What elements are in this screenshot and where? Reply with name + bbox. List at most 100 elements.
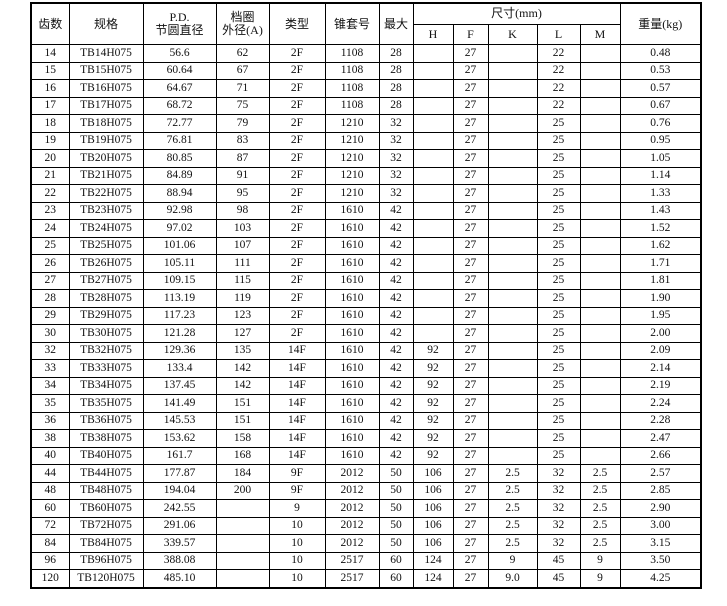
cell-h: 124: [412, 551, 454, 570]
cell-pitch-diameter: 153.62: [142, 429, 217, 448]
cell-k: 2.5: [487, 481, 538, 500]
cell-weight: 2.28: [619, 411, 702, 430]
cell-teeth: 40: [30, 446, 70, 465]
cell-max-bore: 60: [378, 551, 414, 570]
cell-weight: 1.43: [619, 201, 702, 220]
cell-f: 27: [452, 289, 489, 308]
cell-type: 9: [268, 499, 326, 518]
cell-spec: TB23H075: [68, 201, 144, 220]
header-dimensions: 尺寸(mm): [412, 2, 621, 25]
cell-pitch-diameter: 291.06: [142, 516, 217, 535]
cell-l: 25: [536, 359, 581, 378]
cell-k: [487, 131, 538, 150]
cell-h: [412, 306, 454, 325]
cell-max-bore: 32: [378, 166, 414, 185]
cell-l: 45: [536, 569, 581, 588]
cell-teeth: 60: [30, 499, 70, 518]
cell-k: [487, 149, 538, 168]
header-k: K: [487, 23, 538, 45]
cell-max-bore: 42: [378, 201, 414, 220]
cell-pitch-diameter: 60.64: [142, 61, 217, 80]
cell-rim-diameter: 151: [215, 394, 270, 413]
cell-h: [412, 271, 454, 290]
cell-f: 27: [452, 551, 489, 570]
cell-spec: TB21H075: [68, 166, 144, 185]
cell-teeth: 44: [30, 464, 70, 483]
cell-k: [487, 376, 538, 395]
cell-pitch-diameter: 101.06: [142, 236, 217, 255]
cell-bush: 1610: [324, 359, 380, 378]
table-row: 17 TB17H075 68.72 75 2F 1108 28 27 22 0.67: [30, 96, 702, 115]
cell-rim-diameter: 168: [215, 446, 270, 465]
cell-rim-diameter: 142: [215, 359, 270, 378]
table-row: 48 TB48H075 194.04 200 9F 2012 50 106 27 2.5 32 2.5…: [30, 481, 702, 500]
cell-h: [412, 289, 454, 308]
cell-bush: 1610: [324, 306, 380, 325]
cell-weight: 2.19: [619, 376, 702, 395]
cell-spec: TB25H075: [68, 236, 144, 255]
cell-h: [412, 166, 454, 185]
cell-max-bore: 42: [378, 306, 414, 325]
cell-teeth: 33: [30, 359, 70, 378]
cell-k: [487, 184, 538, 203]
cell-m: [579, 96, 621, 115]
table-row: 34 TB34H075 137.45 142 14F 1610 42 92 27 25 2.19: [30, 376, 702, 395]
cell-bush: 1210: [324, 184, 380, 203]
cell-bush: 1610: [324, 289, 380, 308]
cell-h: 92: [412, 394, 454, 413]
cell-weight: 2.14: [619, 359, 702, 378]
cell-bush: 1610: [324, 236, 380, 255]
cell-weight: 1.71: [619, 254, 702, 273]
cell-h: [412, 131, 454, 150]
cell-h: 106: [412, 464, 454, 483]
cell-bush: 1610: [324, 446, 380, 465]
cell-bush: 2012: [324, 499, 380, 518]
cell-bush: 1108: [324, 79, 380, 98]
table-row: 84 TB84H075 339.57 10 2012 50 106 27 2.5 32 2.5 3.1…: [30, 534, 702, 553]
cell-k: [487, 306, 538, 325]
cell-l: 25: [536, 446, 581, 465]
cell-m: [579, 149, 621, 168]
cell-type: 2F: [268, 184, 326, 203]
cell-pitch-diameter: 64.67: [142, 79, 217, 98]
cell-weight: 2.47: [619, 429, 702, 448]
cell-m: [579, 446, 621, 465]
cell-teeth: 14: [30, 44, 70, 63]
cell-teeth: 19: [30, 131, 70, 150]
cell-max-bore: 50: [378, 481, 414, 500]
cell-max-bore: 28: [378, 61, 414, 80]
cell-pitch-diameter: 76.81: [142, 131, 217, 150]
cell-f: 27: [452, 411, 489, 430]
cell-h: 92: [412, 429, 454, 448]
cell-bush: 2012: [324, 516, 380, 535]
cell-h: 92: [412, 411, 454, 430]
cell-m: [579, 394, 621, 413]
cell-pitch-diameter: 141.49: [142, 394, 217, 413]
cell-bush: 1610: [324, 341, 380, 360]
cell-l: 25: [536, 184, 581, 203]
cell-type: 2F: [268, 96, 326, 115]
cell-type: 2F: [268, 166, 326, 185]
cell-type: 2F: [268, 324, 326, 343]
cell-m: [579, 201, 621, 220]
cell-bush: 1610: [324, 254, 380, 273]
header-spec: 规格: [68, 2, 144, 45]
cell-pitch-diameter: 194.04: [142, 481, 217, 500]
cell-m: [579, 114, 621, 133]
cell-max-bore: 50: [378, 464, 414, 483]
cell-spec: TB17H075: [68, 96, 144, 115]
cell-rim-diameter: [215, 534, 270, 553]
cell-h: 124: [412, 569, 454, 588]
cell-type: 2F: [268, 79, 326, 98]
cell-l: 22: [536, 61, 581, 80]
cell-f: 27: [452, 131, 489, 150]
cell-l: 32: [536, 534, 581, 553]
cell-rim-diameter: 107: [215, 236, 270, 255]
cell-pitch-diameter: 113.19: [142, 289, 217, 308]
cell-k: [487, 44, 538, 63]
cell-max-bore: 32: [378, 114, 414, 133]
header-l: L: [536, 23, 581, 45]
cell-l: 25: [536, 411, 581, 430]
pd-label-cn: 节圆直径: [155, 23, 204, 37]
cell-weight: 1.90: [619, 289, 702, 308]
